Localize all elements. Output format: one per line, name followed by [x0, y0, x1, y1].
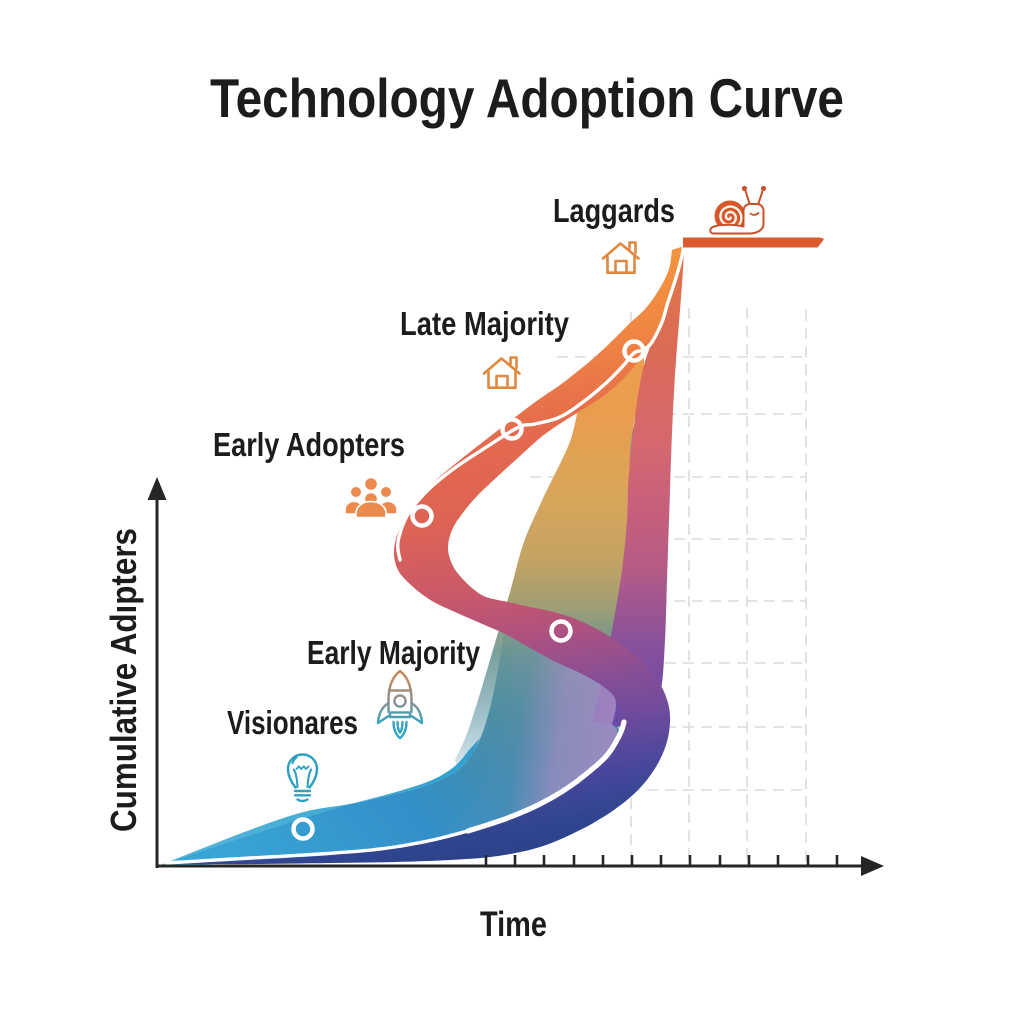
svg-text:Visionares: Visionares [227, 704, 358, 741]
svg-text:Early Majority: Early Majority [307, 634, 481, 671]
svg-text:Cumulative Adıpters: Cumulative Adıpters [103, 528, 144, 832]
svg-text:Time: Time [480, 905, 547, 944]
svg-text:Technology Adoption Curve: Technology Adoption Curve [210, 67, 844, 129]
svg-text:Early Adopters: Early Adopters [213, 426, 405, 463]
svg-text:Late Majority: Late Majority [400, 305, 570, 342]
svg-text:Laggards: Laggards [553, 192, 675, 229]
